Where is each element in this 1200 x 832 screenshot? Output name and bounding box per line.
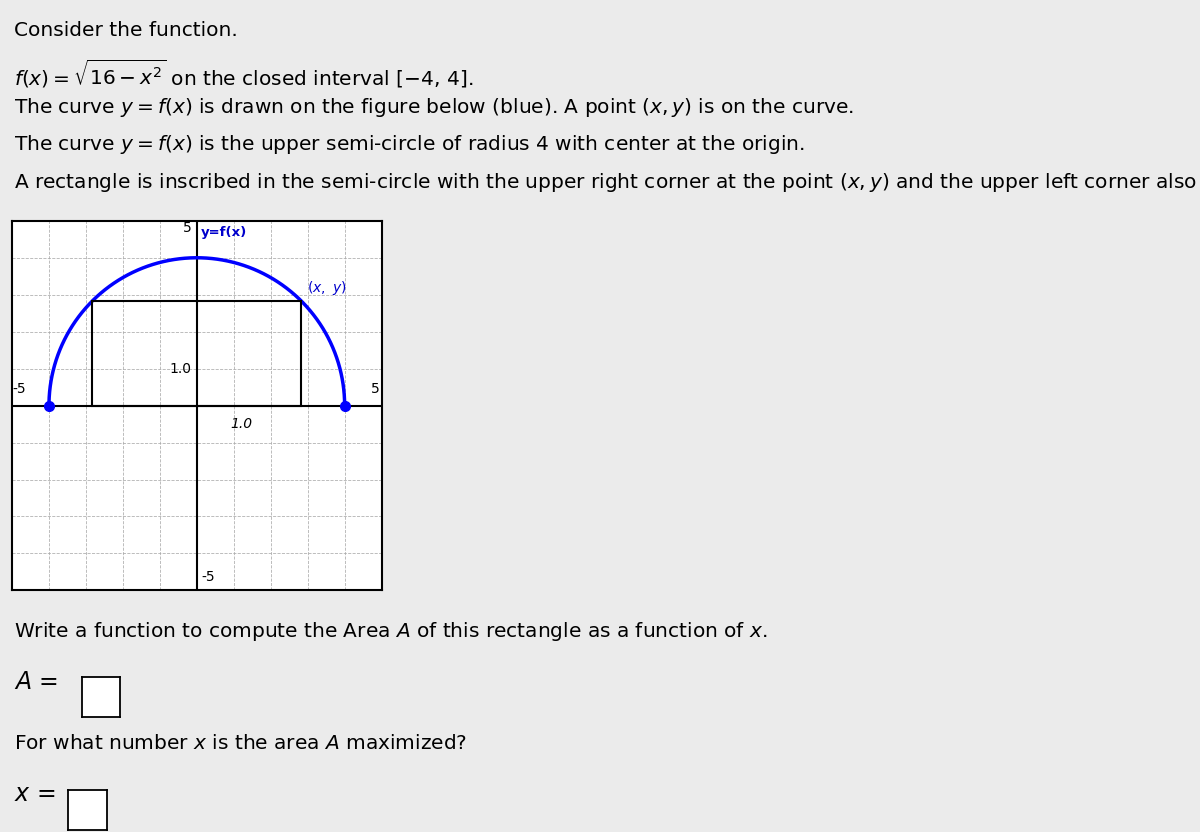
Text: The curve $y = f(x)$ is the upper semi-circle of radius 4 with center at the ori: The curve $y = f(x)$ is the upper semi-c…	[14, 133, 805, 156]
Text: -5: -5	[202, 571, 215, 584]
Text: 1.0: 1.0	[230, 417, 252, 431]
Text: Write a function to compute the Area $\mathit{A}$ of this rectangle as a functio: Write a function to compute the Area $\m…	[14, 620, 768, 643]
Text: -5: -5	[12, 383, 25, 396]
Text: 5: 5	[371, 383, 379, 396]
Text: 5: 5	[182, 220, 191, 235]
Text: Consider the function.: Consider the function.	[14, 21, 238, 40]
Text: y=f(x): y=f(x)	[202, 226, 247, 240]
Text: For what number $x$ is the area $\mathit{A}$ maximized?: For what number $x$ is the area $\mathit…	[14, 734, 468, 753]
Text: $A$ =: $A$ =	[14, 670, 59, 694]
Text: The curve $y = f(x)$ is drawn on the figure below (blue). A point $(x, y)$ is on: The curve $y = f(x)$ is drawn on the fig…	[14, 96, 854, 119]
Bar	[92, 301, 301, 405]
Text: $(x,\ y)$: $(x,\ y)$	[307, 280, 347, 297]
Text: $x$ =: $x$ =	[14, 782, 55, 806]
Text: A rectangle is inscribed in the semi-circle with the upper right corner at the p: A rectangle is inscribed in the semi-cir…	[14, 171, 1200, 194]
Text: $f(x) = \sqrt{16 - x^2}$ on the closed interval $[-4,\, 4].$: $f(x) = \sqrt{16 - x^2}$ on the closed i…	[14, 58, 474, 91]
Text: 1.0: 1.0	[169, 362, 191, 375]
